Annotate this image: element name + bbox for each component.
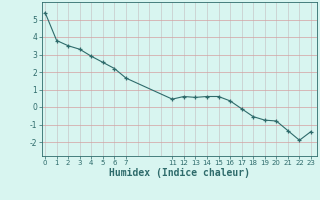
X-axis label: Humidex (Indice chaleur): Humidex (Indice chaleur) [109, 168, 250, 178]
